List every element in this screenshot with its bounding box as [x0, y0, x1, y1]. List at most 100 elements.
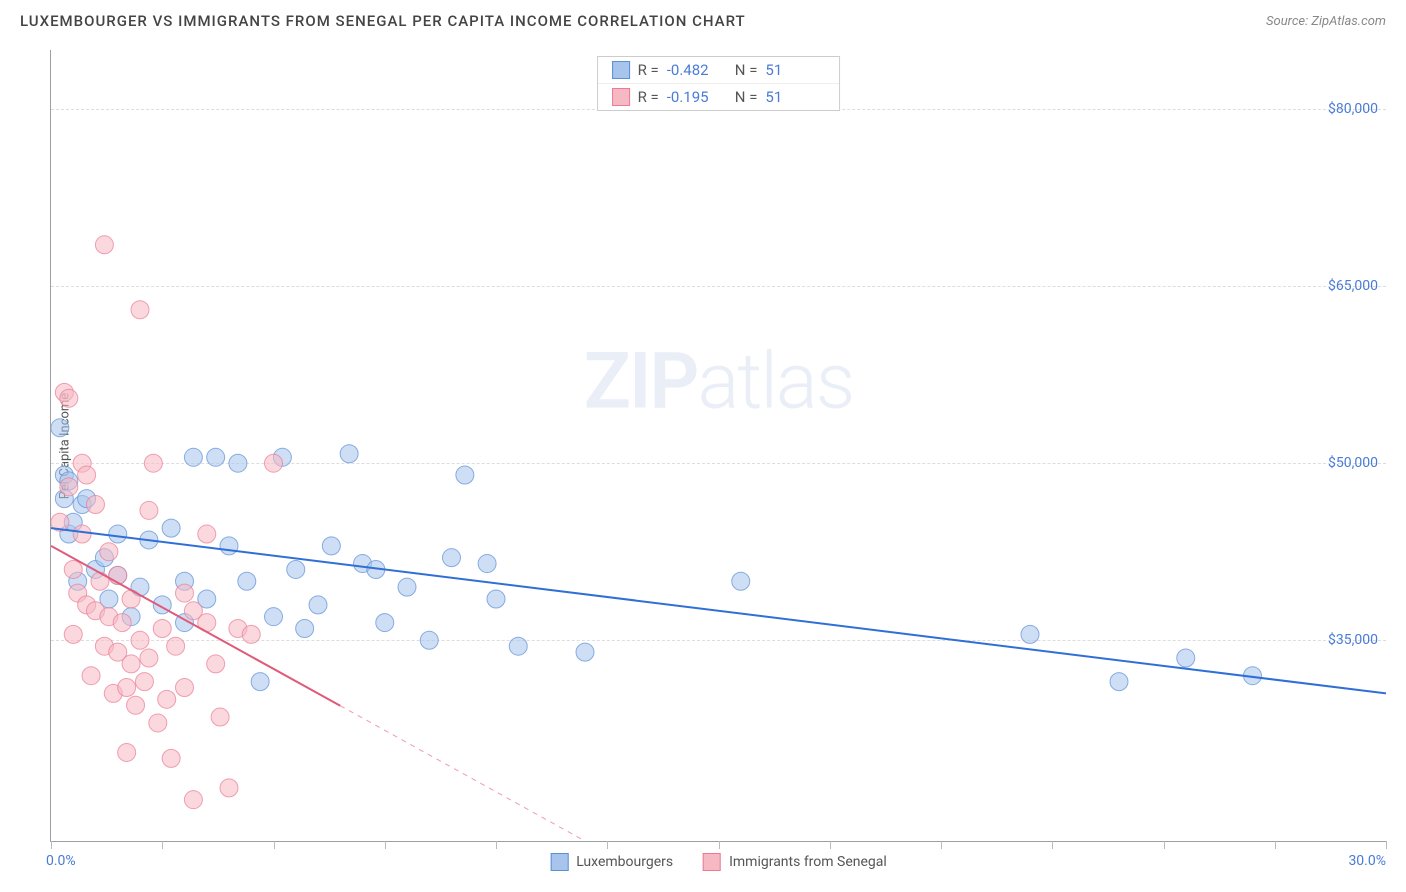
- data-point-senegal: [211, 708, 229, 726]
- x-tick: [385, 841, 386, 849]
- r-value-senegal: -0.195: [667, 88, 727, 106]
- data-point-senegal: [100, 543, 118, 561]
- data-point-luxembourgers: [238, 572, 256, 590]
- data-point-senegal: [78, 466, 96, 484]
- stats-legend-row: R = -0.195 N = 51: [598, 84, 840, 110]
- data-point-luxembourgers: [296, 619, 314, 637]
- n-label: N =: [735, 61, 758, 79]
- x-tick: [1052, 841, 1053, 849]
- data-point-luxembourgers: [509, 637, 527, 655]
- x-tick: [51, 841, 52, 849]
- chart-header: LUXEMBOURGER VS IMMIGRANTS FROM SENEGAL …: [0, 0, 1406, 38]
- data-point-senegal: [265, 454, 283, 472]
- data-point-luxembourgers: [376, 614, 394, 632]
- data-point-senegal: [242, 625, 260, 643]
- data-point-senegal: [87, 496, 105, 514]
- swatch-senegal: [703, 853, 721, 871]
- data-point-luxembourgers: [287, 560, 305, 578]
- swatch-luxembourgers: [612, 61, 630, 79]
- data-point-senegal: [184, 791, 202, 809]
- swatch-luxembourgers: [550, 853, 568, 871]
- data-point-senegal: [64, 625, 82, 643]
- x-axis-max-label: 30.0%: [1348, 853, 1386, 869]
- data-point-senegal: [144, 454, 162, 472]
- data-point-luxembourgers: [220, 537, 238, 555]
- data-point-senegal: [127, 696, 145, 714]
- data-point-senegal: [64, 560, 82, 578]
- x-tick: [1386, 841, 1387, 849]
- swatch-senegal: [612, 88, 630, 106]
- data-point-senegal: [220, 779, 238, 797]
- data-point-luxembourgers: [398, 578, 416, 596]
- chart-source: Source: ZipAtlas.com: [1266, 14, 1386, 29]
- data-point-senegal: [82, 667, 100, 685]
- x-tick: [1275, 841, 1276, 849]
- data-point-luxembourgers: [732, 572, 750, 590]
- data-point-luxembourgers: [309, 596, 327, 614]
- data-point-luxembourgers: [576, 643, 594, 661]
- data-point-luxembourgers: [251, 673, 269, 691]
- data-point-senegal: [113, 614, 131, 632]
- data-point-senegal: [162, 749, 180, 767]
- data-point-senegal: [176, 679, 194, 697]
- data-point-senegal: [95, 236, 113, 254]
- plot-area: ZIPatlas R = -0.482 N = 51 R = -0.195 N …: [50, 50, 1386, 842]
- r-label: R =: [638, 61, 659, 79]
- x-tick: [274, 841, 275, 849]
- n-value-senegal: 51: [765, 88, 825, 106]
- scatter-plot-svg: [51, 50, 1386, 841]
- x-tick: [496, 841, 497, 849]
- data-point-luxembourgers: [109, 525, 127, 543]
- data-point-senegal: [135, 673, 153, 691]
- x-tick: [941, 841, 942, 849]
- data-point-luxembourgers: [1021, 625, 1039, 643]
- data-point-senegal: [153, 619, 171, 637]
- x-tick: [830, 841, 831, 849]
- data-point-senegal: [176, 584, 194, 602]
- data-point-luxembourgers: [456, 466, 474, 484]
- data-point-luxembourgers: [443, 549, 461, 567]
- stats-legend: R = -0.482 N = 51 R = -0.195 N = 51: [597, 56, 841, 111]
- x-tick: [162, 841, 163, 849]
- data-point-luxembourgers: [184, 448, 202, 466]
- data-point-senegal: [122, 655, 140, 673]
- data-point-senegal: [198, 525, 216, 543]
- n-value-luxembourgers: 51: [765, 61, 825, 79]
- data-point-senegal: [149, 714, 167, 732]
- legend-item-luxembourgers: Luxembourgers: [550, 853, 673, 871]
- x-tick: [1164, 841, 1165, 849]
- data-point-senegal: [131, 301, 149, 319]
- data-point-luxembourgers: [487, 590, 505, 608]
- data-point-luxembourgers: [1177, 649, 1195, 667]
- data-point-senegal: [140, 501, 158, 519]
- data-point-senegal: [118, 743, 136, 761]
- stats-legend-row: R = -0.482 N = 51: [598, 57, 840, 84]
- data-point-luxembourgers: [229, 454, 247, 472]
- r-value-luxembourgers: -0.482: [667, 61, 727, 79]
- chart-title: LUXEMBOURGER VS IMMIGRANTS FROM SENEGAL …: [20, 12, 746, 30]
- data-point-senegal: [158, 690, 176, 708]
- x-tick: [607, 841, 608, 849]
- data-point-senegal: [167, 637, 185, 655]
- data-point-senegal: [131, 631, 149, 649]
- data-point-senegal: [207, 655, 225, 673]
- data-point-luxembourgers: [322, 537, 340, 555]
- data-point-senegal: [60, 478, 78, 496]
- data-point-luxembourgers: [420, 631, 438, 649]
- n-label: N =: [735, 88, 758, 106]
- data-point-luxembourgers: [478, 555, 496, 573]
- data-point-luxembourgers: [265, 608, 283, 626]
- data-point-luxembourgers: [1110, 673, 1128, 691]
- data-point-luxembourgers: [162, 519, 180, 537]
- x-tick: [719, 841, 720, 849]
- legend-label: Immigrants from Senegal: [729, 854, 887, 870]
- series-legend: Luxembourgers Immigrants from Senegal: [550, 853, 887, 871]
- data-point-senegal: [73, 525, 91, 543]
- data-point-senegal: [91, 572, 109, 590]
- data-point-luxembourgers: [51, 419, 69, 437]
- data-point-senegal: [140, 649, 158, 667]
- data-point-luxembourgers: [340, 445, 358, 463]
- r-label: R =: [638, 88, 659, 106]
- legend-label: Luxembourgers: [576, 854, 673, 870]
- data-point-luxembourgers: [207, 448, 225, 466]
